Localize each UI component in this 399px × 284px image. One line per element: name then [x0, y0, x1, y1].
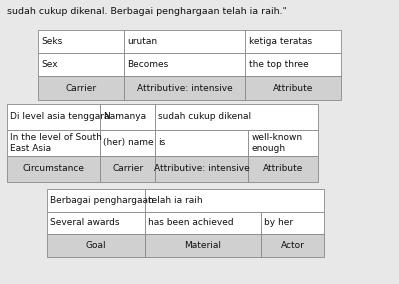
Text: (her) name: (her) name	[103, 138, 154, 147]
Text: ketiga teratas: ketiga teratas	[249, 37, 312, 46]
Bar	[261, 212, 324, 234]
Text: well-known
enough: well-known enough	[251, 133, 302, 153]
Bar	[248, 130, 318, 156]
Text: Carrier: Carrier	[65, 83, 97, 93]
Text: Berbagai penghargaan: Berbagai penghargaan	[50, 196, 154, 205]
Bar	[38, 53, 124, 76]
Bar	[124, 53, 245, 76]
Text: Attributive: intensive: Attributive: intensive	[154, 164, 249, 174]
Bar	[47, 189, 145, 212]
Bar	[245, 76, 341, 100]
Bar	[155, 104, 318, 130]
Bar	[100, 130, 155, 156]
Bar	[47, 234, 145, 257]
Text: Becomes: Becomes	[127, 60, 168, 69]
Text: Several awards: Several awards	[50, 218, 120, 227]
Text: the top three: the top three	[249, 60, 308, 69]
Bar	[47, 212, 145, 234]
Text: telah ia raih: telah ia raih	[148, 196, 203, 205]
Text: Seks: Seks	[41, 37, 62, 46]
Bar	[38, 76, 124, 100]
Text: Material: Material	[184, 241, 221, 250]
Text: Carrier: Carrier	[112, 164, 143, 174]
Bar	[155, 156, 248, 182]
Text: Attribute: Attribute	[263, 164, 303, 174]
Bar	[145, 212, 261, 234]
Text: Actor: Actor	[280, 241, 304, 250]
Bar	[7, 130, 100, 156]
Bar	[155, 130, 248, 156]
Bar	[124, 30, 245, 53]
Bar	[100, 156, 155, 182]
Text: Attributive: intensive: Attributive: intensive	[137, 83, 232, 93]
Text: Namanya: Namanya	[103, 112, 146, 121]
Bar	[248, 156, 318, 182]
Bar	[261, 234, 324, 257]
Text: has been achieved: has been achieved	[148, 218, 234, 227]
Text: Circumstance: Circumstance	[23, 164, 85, 174]
Bar	[7, 104, 100, 130]
Text: is: is	[158, 138, 166, 147]
Text: In the level of South
East Asia: In the level of South East Asia	[10, 133, 102, 153]
Text: sudah cukup dikenal: sudah cukup dikenal	[158, 112, 251, 121]
Text: Sex: Sex	[41, 60, 58, 69]
Text: Goal: Goal	[86, 241, 106, 250]
Bar	[245, 53, 341, 76]
Text: sudah cukup dikenal. Berbagai penghargaan telah ia raih.": sudah cukup dikenal. Berbagai penghargaa…	[7, 7, 287, 16]
Bar	[7, 156, 100, 182]
Text: Attribute: Attribute	[273, 83, 314, 93]
Bar	[124, 76, 245, 100]
Text: by her: by her	[264, 218, 293, 227]
Bar	[100, 104, 155, 130]
Bar	[245, 30, 341, 53]
Bar	[38, 30, 124, 53]
Text: Di level asia tenggara: Di level asia tenggara	[10, 112, 110, 121]
Text: urutan: urutan	[127, 37, 157, 46]
Bar	[145, 234, 261, 257]
Bar	[145, 189, 324, 212]
